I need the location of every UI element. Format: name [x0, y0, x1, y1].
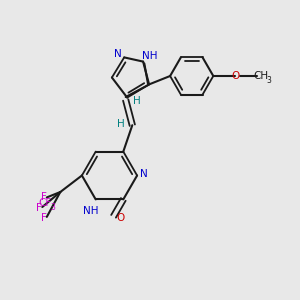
Text: 3: 3	[266, 76, 271, 85]
Text: N: N	[114, 49, 122, 59]
Text: H: H	[117, 119, 125, 129]
Text: CH: CH	[254, 71, 269, 81]
Text: NH: NH	[142, 51, 158, 61]
Text: NH: NH	[82, 206, 98, 216]
Text: H: H	[133, 97, 141, 106]
Text: F: F	[41, 213, 47, 224]
Text: N: N	[140, 169, 148, 179]
Text: CF: CF	[38, 198, 51, 208]
Text: 3: 3	[51, 203, 56, 212]
Text: O: O	[231, 71, 240, 81]
Text: F: F	[41, 192, 47, 203]
Text: O: O	[116, 213, 124, 223]
Text: F: F	[36, 203, 42, 214]
